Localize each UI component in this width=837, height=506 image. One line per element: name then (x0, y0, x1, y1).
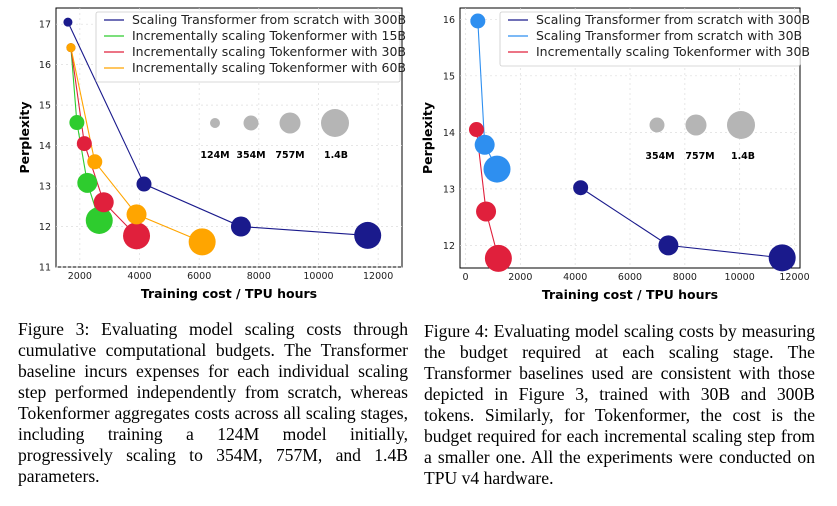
legend-entry: Incrementally scaling Tokenformer with 3… (536, 44, 810, 59)
x-tick-label: 10000 (725, 272, 755, 283)
legend-entry: Incrementally scaling Tokenformer with 1… (132, 28, 406, 43)
legend-entry: Scaling Transformer from scratch with 30… (132, 12, 406, 27)
legend-box (499, 11, 801, 67)
x-axis-label: Training cost / TPU hours (542, 287, 718, 302)
size-legend-label: 354M (236, 150, 265, 161)
y-tick-label: 13 (39, 182, 51, 193)
y-tick-label: 16 (443, 15, 455, 26)
y-tick-label: 13 (443, 184, 455, 195)
series-line (67, 21, 368, 236)
x-tick-label: 2000 (68, 271, 92, 282)
data-point (76, 136, 92, 152)
figure-4-chart: 0 2000 4000 6000 8000 10000 12000 12 13 14 15 16 Tra… (420, 7, 810, 302)
series-line (70, 47, 203, 243)
y-tick-label: 14 (39, 141, 51, 152)
x-tick-label: 6000 (618, 272, 642, 283)
y-tick-label: 16 (39, 60, 51, 71)
legend-entry: Scaling Transformer from scratch with 30… (536, 12, 810, 27)
x-tick-label: 12000 (363, 271, 393, 282)
legend-entry: Incrementally scaling Tokenformer with 3… (132, 44, 406, 59)
data-point (93, 192, 114, 213)
figure-4: 0 2000 4000 6000 8000 10000 12000 12 13 14 15 16 Tra… (420, 0, 837, 310)
data-point (230, 216, 251, 237)
x-tick-label: 0 (462, 272, 468, 283)
y-tick-label: 17 (39, 20, 51, 31)
series-line (70, 47, 137, 237)
data-point (188, 228, 216, 256)
legend-entry: Incrementally scaling Tokenformer with 6… (132, 60, 406, 75)
data-point (484, 244, 512, 272)
y-axis-label: Perplexity (420, 102, 435, 174)
size-legend-label: 757M (685, 151, 714, 162)
size-legend-label: 354M (645, 151, 674, 162)
size-legend-label: 757M (275, 150, 304, 161)
data-point (63, 17, 73, 27)
data-point (468, 122, 484, 138)
data-point (123, 222, 151, 250)
data-point (126, 204, 147, 225)
x-tick-label: 4000 (127, 271, 151, 282)
y-tick-label: 14 (443, 128, 455, 139)
y-tick-label: 12 (39, 222, 51, 233)
x-tick-label: 2000 (508, 272, 532, 283)
data-point (470, 13, 486, 29)
y-tick-label: 12 (443, 241, 455, 252)
size-legend-marker (243, 115, 259, 131)
size-legend-marker (727, 111, 755, 139)
data-point (77, 172, 98, 193)
data-point (476, 201, 497, 222)
figure-4-caption: Figure 4: Evaluating model scaling costs… (424, 321, 815, 488)
data-point (354, 221, 382, 249)
x-axis-label: Training cost / TPU hours (141, 286, 317, 301)
data-point (768, 244, 796, 272)
figure-3-caption: Figure 3: Evaluating model scaling costs… (18, 319, 408, 486)
data-point (573, 180, 589, 196)
x-tick-label: 4000 (563, 272, 587, 283)
series-line (580, 187, 783, 259)
data-point (87, 154, 103, 170)
x-tick-label: 12000 (779, 272, 809, 283)
x-tick-label: 8000 (673, 272, 697, 283)
y-axis-label: Perplexity (17, 102, 32, 174)
legend-entry: Scaling Transformer from scratch with 30… (536, 28, 802, 43)
x-tick-label: 10000 (303, 271, 333, 282)
y-tick-label: 15 (443, 71, 455, 82)
data-point (69, 115, 85, 131)
figure-3-chart: 2000 4000 6000 8000 10000 12000 11 12 13 14 15 16 17… (17, 7, 406, 301)
legend-box (95, 11, 401, 83)
size-legend-label: 124M (200, 150, 229, 161)
y-tick-label: 15 (39, 101, 51, 112)
size-legend-marker (210, 118, 220, 128)
y-tick-label: 11 (39, 263, 51, 274)
data-point (85, 206, 113, 234)
size-legend-marker (649, 117, 665, 133)
data-point (483, 155, 511, 183)
data-point (66, 43, 76, 53)
size-legend-label: 1.4B (324, 150, 348, 161)
data-point (474, 134, 495, 155)
x-tick-label: 8000 (247, 271, 271, 282)
x-tick-label: 6000 (187, 271, 211, 282)
figure-3: 2000 4000 6000 8000 10000 12000 11 12 13 14 15 16 17… (0, 0, 410, 310)
data-point (658, 235, 679, 256)
size-legend-marker (321, 109, 349, 137)
size-legend-marker (685, 114, 707, 136)
series-line (70, 47, 100, 221)
size-legend-marker (279, 112, 301, 134)
data-point (136, 176, 152, 192)
plot-frame (55, 7, 403, 268)
size-legend-label: 1.4B (731, 151, 755, 162)
